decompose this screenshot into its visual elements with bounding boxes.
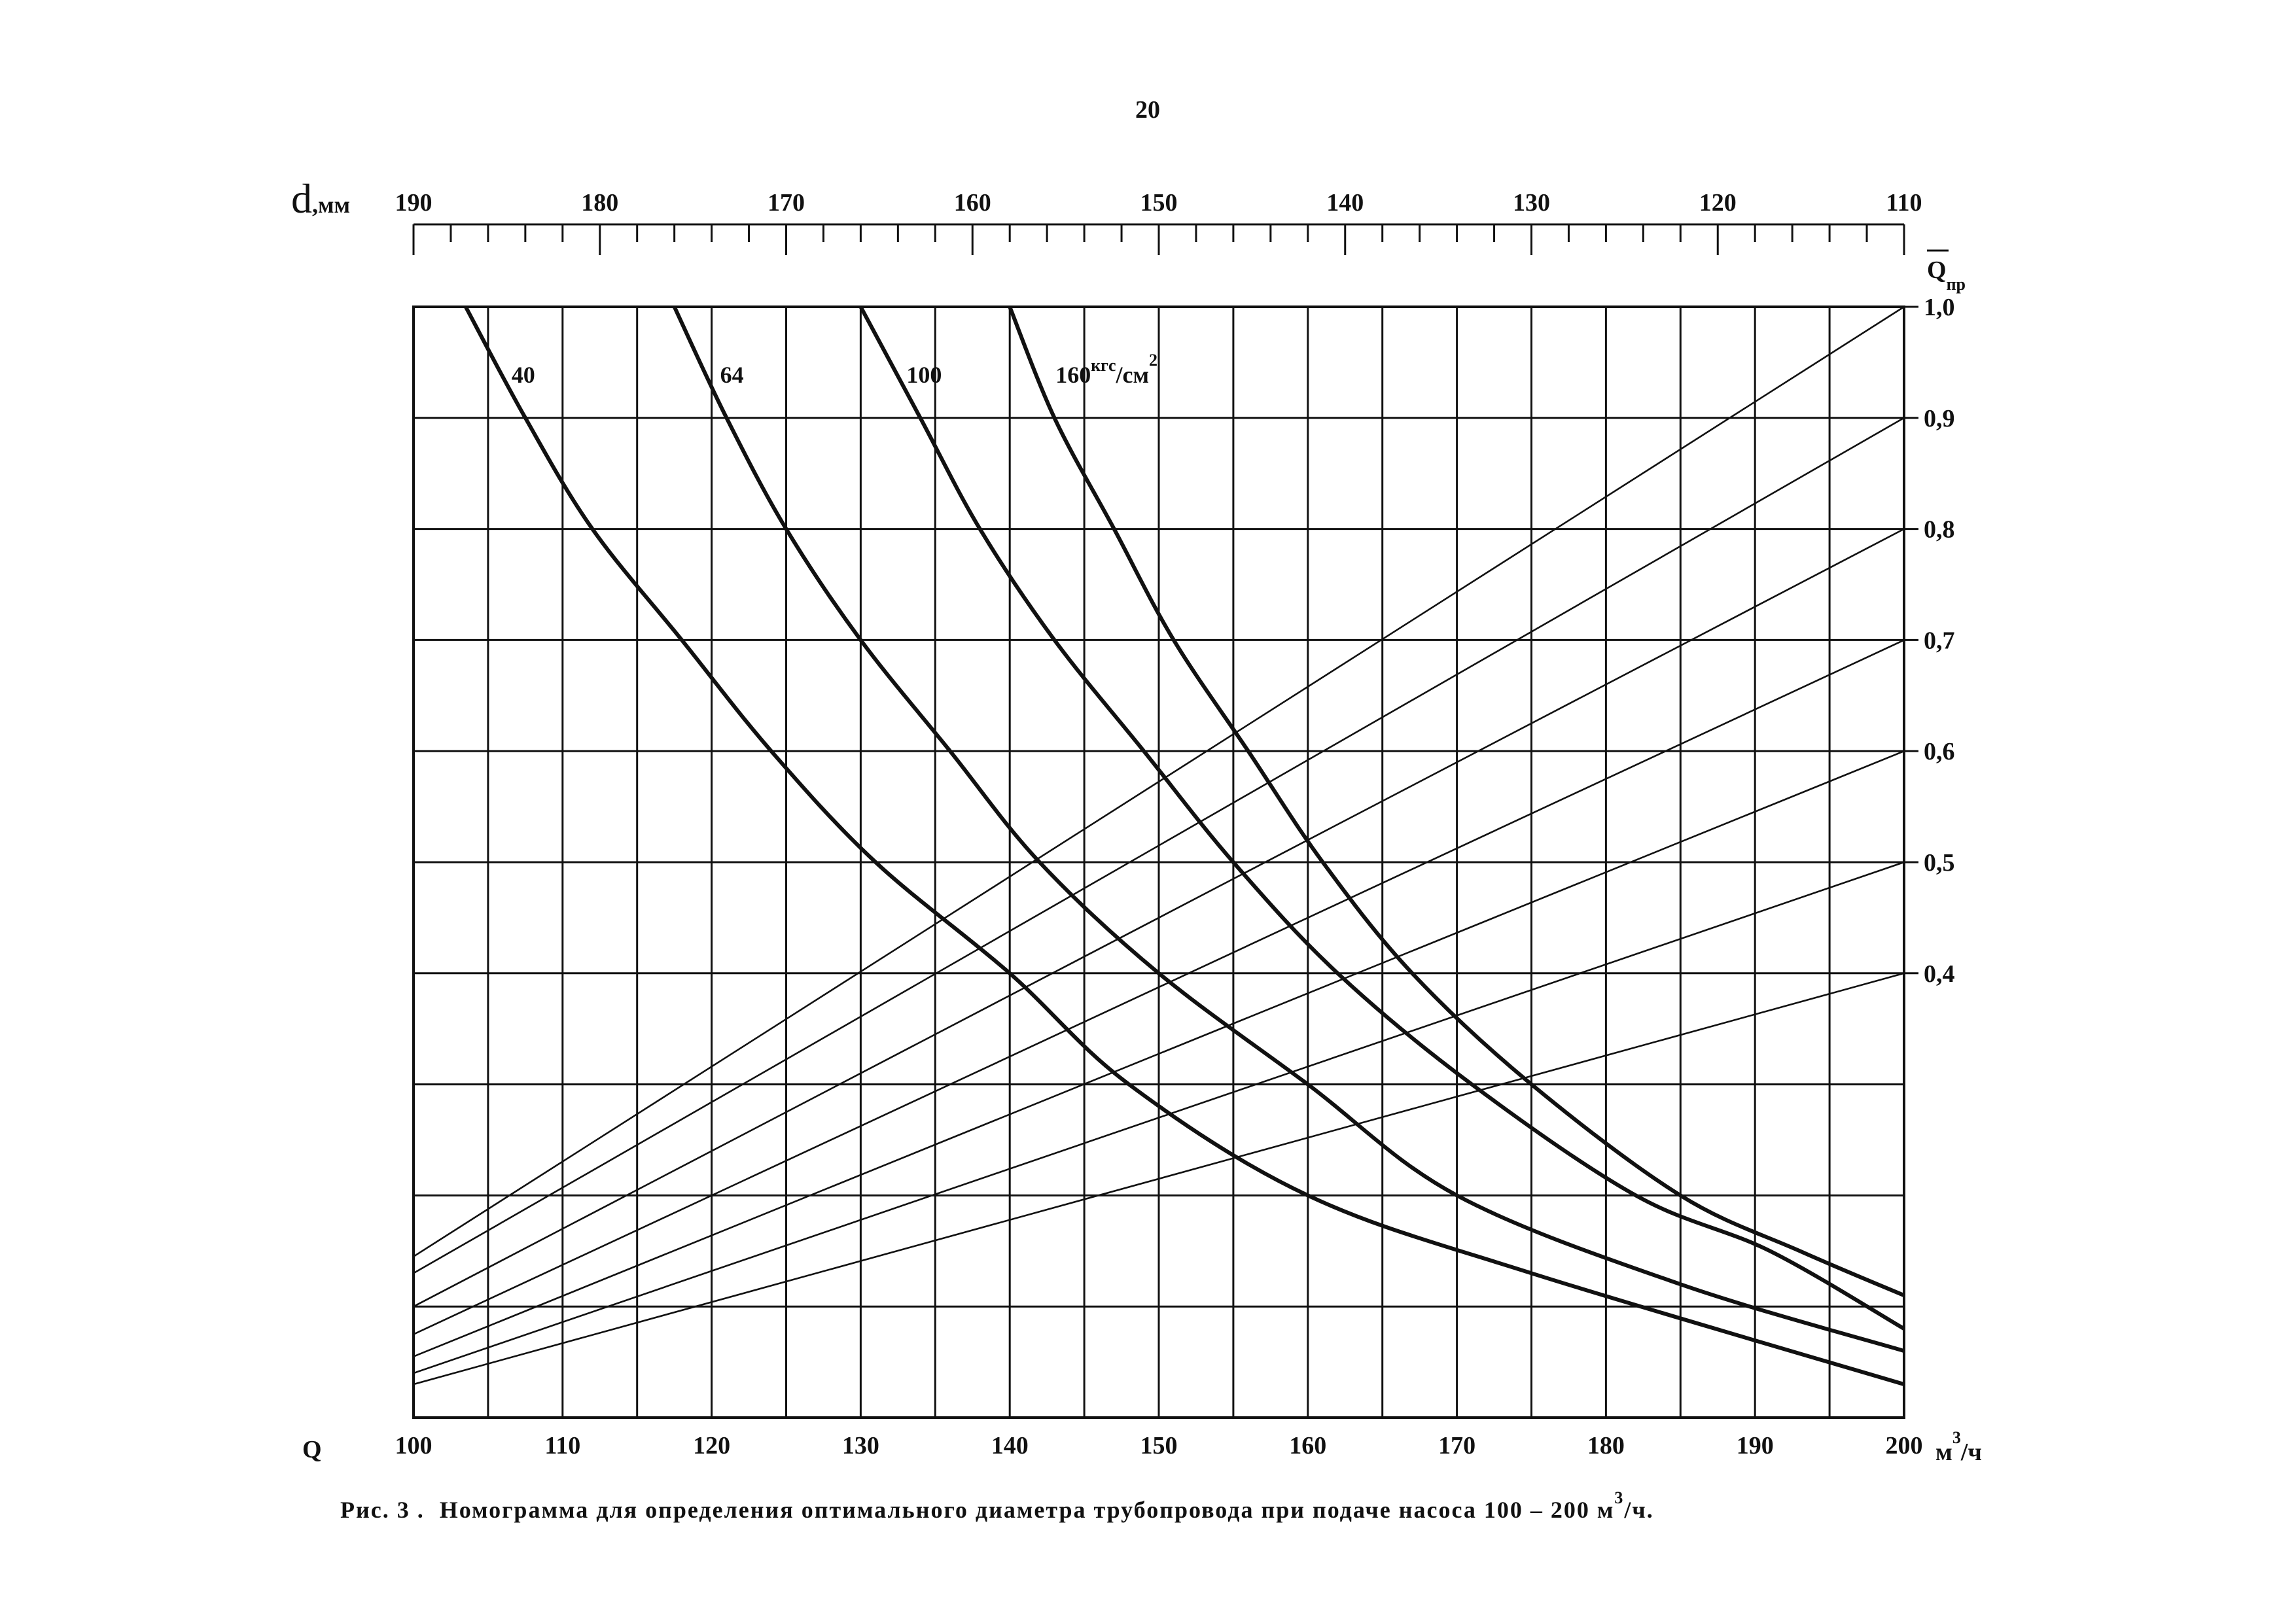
caption-unit-exp: 3 — [1614, 1488, 1624, 1507]
top-tick-label: 190 — [395, 189, 433, 217]
bottom-axis-unit-tail: /ч — [1960, 1439, 1982, 1466]
right-tick-label: 0,7 — [1924, 627, 1955, 654]
top-tick-label: 160 — [954, 189, 991, 217]
bottom-tick-label: 150 — [1140, 1432, 1178, 1459]
top-axis-labels: 190 180 170 160 150 140 130 120 110 — [395, 189, 1922, 217]
top-axis-label: d,мм — [291, 175, 350, 222]
pressure-curve — [1008, 305, 1905, 1297]
right-axis-symbol: Q — [1927, 256, 1947, 284]
bottom-tick-label: 120 — [693, 1432, 730, 1459]
right-tick-label: 1,0 — [1924, 294, 1955, 321]
page-number: 20 — [1135, 96, 1160, 124]
top-tick-label: 180 — [581, 189, 618, 217]
bottom-tick-label: 190 — [1737, 1432, 1774, 1459]
pressure-curve-label: 160кгс/см2 — [1055, 351, 1157, 388]
ratio-line — [413, 750, 1905, 1357]
ratio-line — [413, 972, 1905, 1386]
right-tick-label: 0,5 — [1924, 849, 1955, 877]
bottom-axis-label: Q — [302, 1436, 322, 1463]
top-axis-unit: ,мм — [312, 192, 350, 218]
right-tick-label: 0,6 — [1924, 738, 1955, 765]
pressure-curve-label: 40 — [512, 362, 535, 388]
caption-unit-tail: /ч. — [1623, 1497, 1653, 1523]
top-axis-symbol: d — [291, 175, 312, 222]
bottom-tick-label: 130 — [842, 1432, 879, 1459]
pressure-curve-label: 64 — [720, 362, 744, 388]
top-tick-label: 110 — [1886, 189, 1922, 217]
right-axis-labels: 1,0 0,9 0,8 0,7 0,6 0,5 0,4 — [1904, 294, 1955, 988]
bottom-tick-label: 200 — [1886, 1432, 1923, 1459]
bottom-axis-unit-exp: 3 — [1952, 1428, 1961, 1447]
top-axis-ticks — [412, 223, 1905, 255]
top-tick-label: 170 — [768, 189, 805, 217]
caption-text: Номограмма для определения оптимального … — [440, 1497, 1615, 1523]
bottom-tick-label: 110 — [544, 1432, 580, 1459]
bottom-tick-label: 170 — [1438, 1432, 1475, 1459]
bottom-tick-label: 140 — [991, 1432, 1029, 1459]
top-tick-label: 130 — [1513, 189, 1550, 217]
bottom-axis-labels: 100 110 120 130 140 150 160 170 180 190 200 — [395, 1432, 1923, 1459]
bottom-tick-label: 160 — [1289, 1432, 1326, 1459]
right-axis-label: Qпр — [1927, 256, 1966, 294]
pressure-curve-label: 100 — [906, 362, 942, 388]
top-tick-label: 120 — [1699, 189, 1737, 217]
ratio-line — [413, 528, 1905, 1308]
right-tick-label: 0,4 — [1924, 960, 1955, 988]
pressure-curves: 40 64 100 160кгс/см2 — [464, 305, 1905, 1386]
bottom-tick-label: 180 — [1587, 1432, 1625, 1459]
right-tick-label: 0,8 — [1924, 516, 1955, 544]
figure-caption: Рис. 3 . Номограмма для определения опти… — [340, 1488, 1654, 1523]
ratio-lines — [413, 305, 1905, 1386]
top-tick-label: 150 — [1140, 189, 1178, 217]
ratio-line — [413, 639, 1905, 1335]
ratio-line — [413, 417, 1905, 1274]
right-axis-subscript: пр — [1947, 275, 1966, 294]
ratio-line — [413, 861, 1905, 1374]
caption-prefix: Рис. 3 . — [340, 1497, 425, 1523]
pressure-curve — [672, 305, 1905, 1353]
ratio-line — [413, 305, 1905, 1257]
bottom-axis-unit: м3/ч — [1935, 1428, 1982, 1466]
bottom-tick-label: 100 — [395, 1432, 433, 1459]
top-tick-label: 140 — [1326, 189, 1364, 217]
bottom-axis-unit-base: м — [1935, 1439, 1952, 1466]
pressure-curve — [858, 305, 1905, 1331]
horizontal-gridlines — [414, 417, 1904, 1308]
right-tick-label: 0,9 — [1924, 405, 1955, 432]
pressure-curve — [464, 305, 1905, 1386]
